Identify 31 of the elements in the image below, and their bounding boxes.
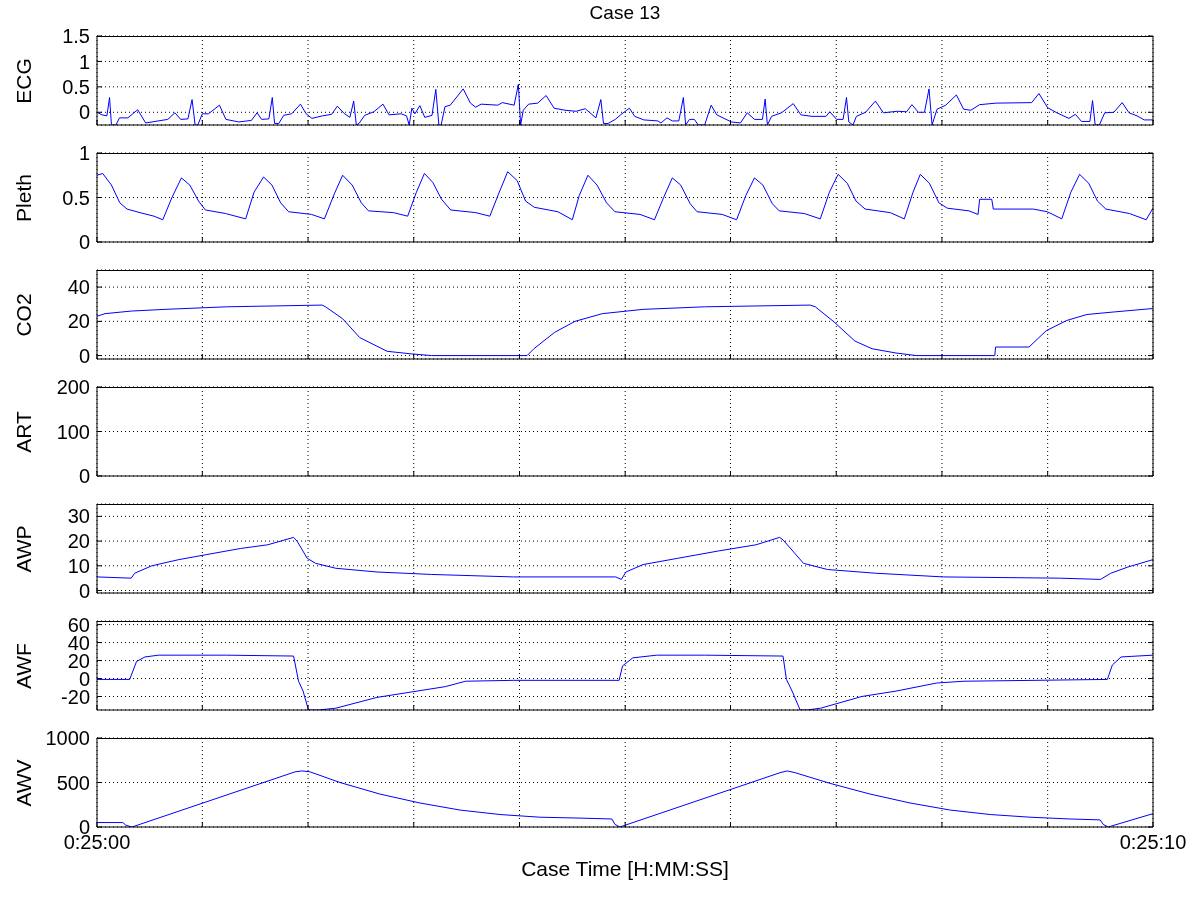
x-tick-label: 0:25:10: [1119, 831, 1187, 854]
y-axis-title: ART: [12, 410, 36, 453]
chart-title: Case 13: [588, 2, 662, 24]
y-tick-label: 1000: [45, 727, 90, 750]
y-axis-title: AWV: [12, 758, 36, 807]
y-tick-label: 1: [78, 142, 90, 165]
y-tick-label: 0.5: [62, 186, 90, 209]
y-tick-label: 1: [78, 50, 90, 73]
y-tick-label: 0: [78, 344, 90, 367]
y-tick-label: 0: [78, 231, 90, 254]
x-axis-title: Case Time [H:MM:SS]: [521, 857, 729, 880]
line-series: [97, 536, 1153, 580]
y-tick-label: 20: [67, 530, 90, 553]
y-axis-title: ECG: [12, 57, 36, 104]
y-tick-label: 0.5: [62, 75, 90, 98]
y-tick-label: 0: [78, 579, 90, 602]
y-axis-title: Pleth: [12, 173, 36, 222]
y-axis-title: AWP: [12, 524, 36, 573]
line-series: [97, 171, 1153, 221]
y-tick-label: 20: [67, 310, 90, 333]
y-tick-label: 1.5: [62, 25, 90, 48]
y-tick-label: 30: [67, 505, 90, 528]
y-tick-label: 40: [67, 276, 90, 299]
y-tick-label: 200: [56, 376, 90, 399]
y-tick-label: 0: [78, 465, 90, 488]
y-axis-title: AWF: [12, 642, 36, 689]
y-tick-label: 10: [67, 554, 90, 577]
y-tick-label: 100: [56, 420, 90, 443]
y-axis-title: CO2: [12, 292, 36, 337]
y-tick-label: 500: [56, 771, 90, 794]
y-tick-label: 0: [78, 101, 90, 124]
